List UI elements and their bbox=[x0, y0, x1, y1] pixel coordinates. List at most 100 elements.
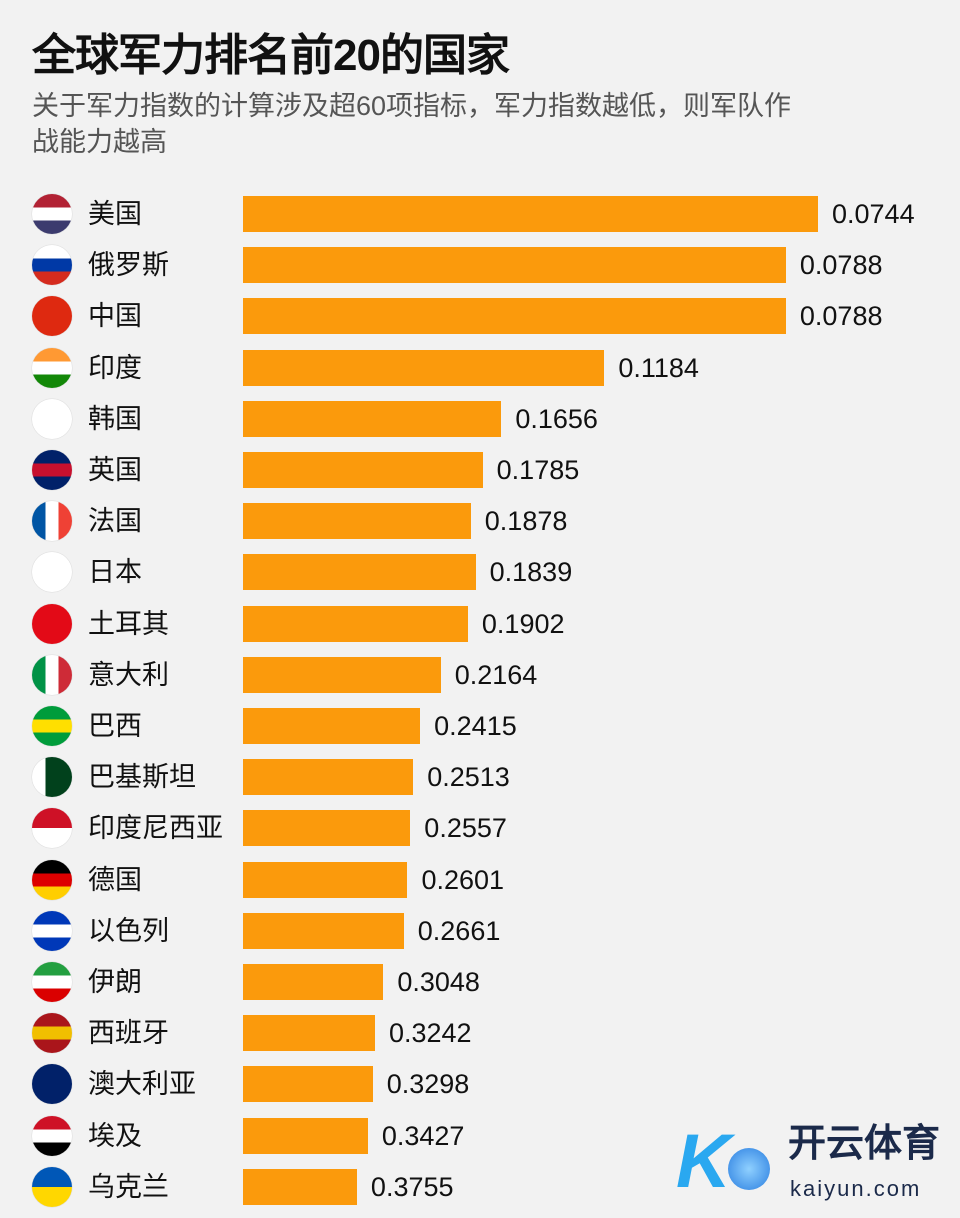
bar-row: 韩国 0.1656 bbox=[0, 398, 960, 439]
bar bbox=[243, 247, 786, 284]
bar bbox=[243, 1117, 368, 1154]
logo-k-icon: K bbox=[676, 1119, 731, 1204]
brand-name-cn: 开云体育 bbox=[788, 1123, 941, 1165]
australia-flag-icon bbox=[32, 1064, 72, 1105]
value-label: 0.1656 bbox=[515, 403, 598, 434]
bar-row: 英国 0.1785 bbox=[0, 450, 960, 490]
spain-flag-icon bbox=[32, 1013, 72, 1054]
value-label: 0.0744 bbox=[832, 199, 915, 229]
value-label: 0.1184 bbox=[618, 352, 699, 383]
israel-flag-icon bbox=[32, 910, 72, 951]
value-label: 0.0788 bbox=[799, 301, 883, 332]
bar bbox=[243, 1168, 357, 1205]
bar-row: 伊朗 0.3048 bbox=[0, 962, 960, 1002]
value-label: 0.2415 bbox=[434, 711, 517, 741]
bar-row: 意大利 0.2164 bbox=[0, 654, 960, 695]
bar-row: 埃及 0.3427 bbox=[0, 1115, 960, 1156]
country-label: 英国 bbox=[88, 455, 142, 485]
value-label: 0.3755 bbox=[370, 1171, 454, 1202]
country-label: 西班牙 bbox=[88, 1018, 169, 1049]
country-label: 印度 bbox=[88, 352, 142, 383]
bar-row: 俄罗斯 0.0788 bbox=[0, 245, 960, 286]
us-flag-icon bbox=[32, 194, 72, 234]
country-label: 俄罗斯 bbox=[88, 250, 169, 281]
brand-name-en: kaiyun.com bbox=[790, 1176, 922, 1201]
country-label: 澳大利亚 bbox=[88, 1069, 196, 1100]
bar bbox=[243, 503, 471, 540]
bar-row: 以色列 0.2661 bbox=[0, 910, 960, 951]
country-label: 印度尼西亚 bbox=[88, 813, 223, 844]
bar bbox=[243, 196, 818, 232]
indonesia-flag-icon bbox=[32, 808, 72, 849]
bar bbox=[243, 912, 404, 949]
value-label: 0.3427 bbox=[381, 1120, 465, 1151]
bar bbox=[243, 656, 441, 693]
value-label: 0.2513 bbox=[427, 762, 510, 793]
russia-flag-icon bbox=[32, 245, 72, 286]
korea-flag-icon bbox=[32, 398, 72, 439]
value-label: 0.2164 bbox=[454, 659, 538, 690]
value-label: 0.2661 bbox=[417, 915, 501, 946]
bar bbox=[243, 708, 421, 744]
bar-row: 澳大利亚 0.3298 bbox=[0, 1064, 960, 1105]
bar bbox=[243, 861, 408, 898]
bar bbox=[243, 400, 502, 437]
italy-flag-icon bbox=[32, 654, 72, 695]
chart-title: 全球军力排名前20的国家 bbox=[32, 31, 510, 80]
country-label: 日本 bbox=[88, 557, 142, 588]
bar-row: 美国 0.0744 bbox=[0, 194, 960, 234]
value-label: 0.1839 bbox=[489, 557, 573, 588]
chart-subtitle: 关于军力指数的计算涉及超60项指标，军力指数越低，则军队作战能力越高 bbox=[32, 91, 792, 157]
iran-flag-icon bbox=[32, 962, 72, 1002]
country-label: 埃及 bbox=[88, 1120, 142, 1151]
uk-flag-icon bbox=[32, 450, 72, 490]
bar-row: 德国 0.2601 bbox=[0, 859, 960, 900]
value-label: 0.1902 bbox=[481, 608, 565, 639]
country-label: 乌克兰 bbox=[88, 1171, 169, 1202]
bar-row: 印度尼西亚 0.2557 bbox=[0, 808, 960, 849]
country-label: 土耳其 bbox=[88, 608, 169, 639]
bar-row: 巴西 0.2415 bbox=[0, 706, 960, 746]
country-label: 美国 bbox=[88, 199, 142, 229]
pakistan-flag-icon bbox=[32, 757, 72, 798]
bar bbox=[243, 1015, 375, 1052]
bar bbox=[243, 810, 411, 847]
watermark-logo: K 开云体育 kaiyun.com bbox=[676, 1118, 956, 1214]
value-label: 0.1878 bbox=[484, 506, 568, 537]
bar-row: 日本 0.1839 bbox=[0, 552, 960, 593]
germany-flag-icon bbox=[32, 859, 72, 900]
china-flag-icon bbox=[32, 296, 72, 337]
soccer-ball-icon bbox=[728, 1148, 770, 1190]
bar bbox=[243, 349, 605, 386]
bar-row: 西班牙 0.3242 bbox=[0, 1013, 960, 1054]
value-label: 0.3298 bbox=[386, 1069, 470, 1100]
japan-flag-icon bbox=[32, 552, 72, 593]
bar-row: 法国 0.1878 bbox=[0, 501, 960, 542]
bar bbox=[243, 554, 476, 591]
country-label: 巴基斯坦 bbox=[88, 762, 196, 793]
value-label: 0.3048 bbox=[397, 967, 480, 997]
brazil-flag-icon bbox=[32, 706, 72, 746]
bar bbox=[243, 759, 414, 796]
france-flag-icon bbox=[32, 501, 72, 542]
country-label: 意大利 bbox=[88, 659, 169, 690]
country-label: 伊朗 bbox=[88, 967, 142, 997]
value-label: 0.2601 bbox=[421, 864, 505, 895]
value-label: 0.1785 bbox=[496, 455, 580, 485]
bar bbox=[243, 964, 384, 1000]
country-label: 巴西 bbox=[88, 711, 142, 741]
country-label: 法国 bbox=[88, 506, 142, 537]
value-label: 0.2557 bbox=[424, 813, 507, 844]
value-label: 0.3242 bbox=[388, 1018, 472, 1049]
india-flag-icon bbox=[32, 347, 72, 388]
turkey-flag-icon bbox=[32, 603, 72, 644]
bar-row: 巴基斯坦 0.2513 bbox=[0, 757, 960, 798]
egypt-flag-icon bbox=[32, 1115, 72, 1156]
bar-row: 土耳其 0.1902 bbox=[0, 603, 960, 644]
bar-row: 乌克兰 0.3755 bbox=[0, 1166, 960, 1207]
bar bbox=[243, 452, 483, 488]
country-label: 德国 bbox=[88, 864, 142, 895]
value-label: 0.0788 bbox=[799, 250, 883, 281]
bar bbox=[243, 605, 468, 642]
